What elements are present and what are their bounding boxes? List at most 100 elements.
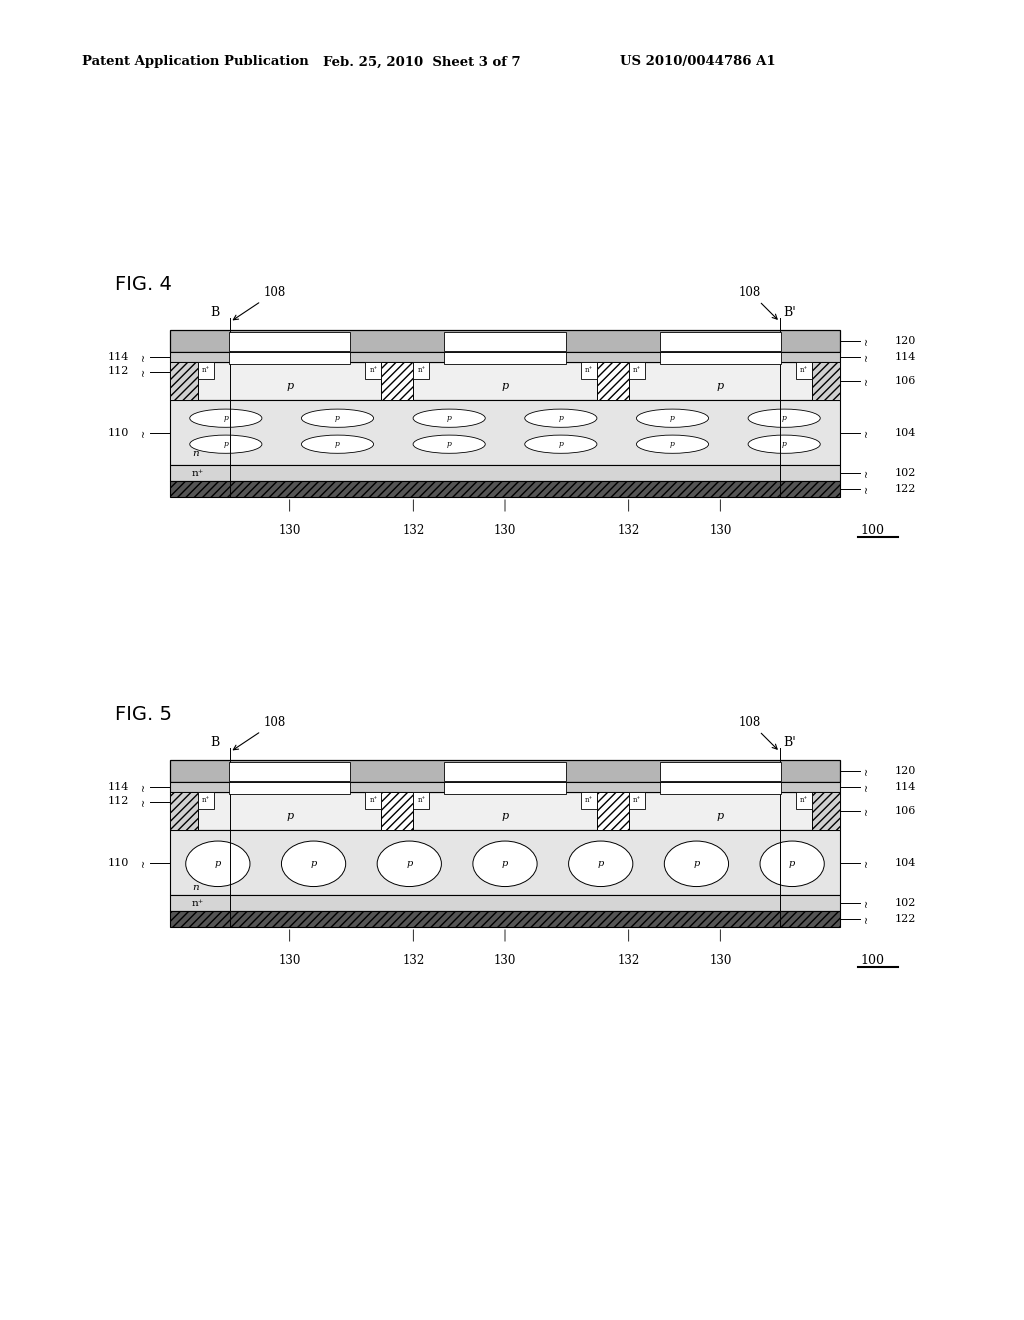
Text: B': B'	[783, 735, 797, 748]
Text: n⁺: n⁺	[633, 796, 641, 804]
Text: 108: 108	[233, 715, 286, 750]
Bar	[812, 362, 840, 400]
Text: 122: 122	[895, 913, 916, 924]
Bar	[444, 352, 565, 364]
Bar	[796, 362, 812, 379]
Text: 108: 108	[739, 285, 777, 319]
Text: ~: ~	[139, 858, 148, 866]
Text: p: p	[502, 810, 509, 821]
Ellipse shape	[524, 409, 597, 428]
Bar	[170, 362, 840, 400]
Ellipse shape	[749, 436, 820, 453]
Text: ~: ~	[862, 767, 871, 775]
Text: n⁺: n⁺	[193, 469, 204, 478]
Text: ~: ~	[862, 783, 871, 791]
Text: n: n	[193, 449, 199, 458]
Text: p: p	[670, 414, 675, 422]
Text: ~: ~	[862, 469, 871, 477]
Bar	[170, 362, 198, 400]
Text: ~: ~	[862, 899, 871, 907]
Bar	[170, 480, 840, 498]
Bar	[581, 792, 597, 809]
Bar	[444, 781, 565, 795]
Ellipse shape	[524, 436, 597, 453]
Text: 106: 106	[895, 807, 916, 816]
Text: 130: 130	[710, 524, 731, 537]
Text: n: n	[193, 883, 199, 892]
Bar	[629, 792, 645, 809]
Bar	[170, 895, 840, 911]
Text: p: p	[502, 859, 508, 869]
Text: ~: ~	[862, 915, 871, 923]
Bar	[229, 333, 350, 351]
Text: n⁺: n⁺	[585, 796, 593, 804]
Ellipse shape	[749, 409, 820, 428]
Text: B: B	[210, 305, 219, 318]
Text: 104: 104	[895, 858, 916, 867]
Ellipse shape	[637, 409, 709, 428]
Bar	[229, 781, 350, 795]
Text: Feb. 25, 2010  Sheet 3 of 7: Feb. 25, 2010 Sheet 3 of 7	[324, 55, 521, 69]
Bar	[170, 330, 840, 352]
Bar	[796, 792, 812, 809]
Bar	[629, 362, 645, 379]
Ellipse shape	[377, 841, 441, 887]
Ellipse shape	[637, 436, 709, 453]
Bar	[414, 362, 429, 379]
Text: p: p	[407, 859, 413, 869]
Text: n⁺: n⁺	[202, 367, 210, 375]
Ellipse shape	[568, 841, 633, 887]
Text: p: p	[790, 859, 796, 869]
Text: ~: ~	[862, 352, 871, 362]
Bar	[198, 792, 214, 809]
Text: ~: ~	[862, 337, 871, 345]
Bar	[414, 792, 429, 809]
Text: p: p	[781, 414, 786, 422]
Ellipse shape	[282, 841, 346, 887]
Text: p: p	[558, 414, 563, 422]
Text: 130: 130	[279, 954, 301, 968]
Text: p: p	[717, 810, 724, 821]
Ellipse shape	[185, 841, 250, 887]
Text: 114: 114	[895, 781, 916, 792]
Text: 110: 110	[108, 858, 129, 867]
Text: ~: ~	[139, 352, 148, 362]
Text: 106: 106	[895, 376, 916, 385]
Text: n⁺: n⁺	[633, 367, 641, 375]
Bar	[597, 792, 629, 830]
Text: p: p	[223, 440, 228, 449]
Text: US 2010/0044786 A1: US 2010/0044786 A1	[620, 55, 775, 69]
Bar	[444, 762, 565, 781]
Bar	[381, 792, 414, 830]
Text: n⁺: n⁺	[800, 367, 808, 375]
Bar	[170, 352, 840, 362]
Bar	[170, 760, 840, 781]
Text: p: p	[781, 440, 786, 449]
Ellipse shape	[189, 409, 262, 428]
Bar	[659, 762, 781, 781]
Bar	[581, 362, 597, 379]
Text: Patent Application Publication: Patent Application Publication	[82, 55, 309, 69]
Bar	[170, 400, 840, 465]
Bar	[381, 362, 414, 400]
Text: n⁺: n⁺	[585, 367, 593, 375]
Text: p: p	[286, 380, 293, 391]
Text: 130: 130	[710, 954, 731, 968]
Bar	[170, 781, 840, 792]
Text: p: p	[446, 440, 452, 449]
Text: ~: ~	[862, 807, 871, 814]
Text: p: p	[310, 859, 316, 869]
Text: 110: 110	[108, 428, 129, 437]
Text: B': B'	[783, 305, 797, 318]
Text: 114: 114	[895, 352, 916, 362]
Ellipse shape	[665, 841, 728, 887]
Text: ~: ~	[139, 367, 148, 376]
Text: ~: ~	[862, 484, 871, 494]
Text: p: p	[693, 859, 699, 869]
Text: 100: 100	[860, 524, 884, 537]
Text: 130: 130	[494, 524, 516, 537]
Text: B: B	[210, 735, 219, 748]
Text: 122: 122	[895, 484, 916, 494]
Bar	[170, 792, 840, 830]
Text: 102: 102	[895, 469, 916, 478]
